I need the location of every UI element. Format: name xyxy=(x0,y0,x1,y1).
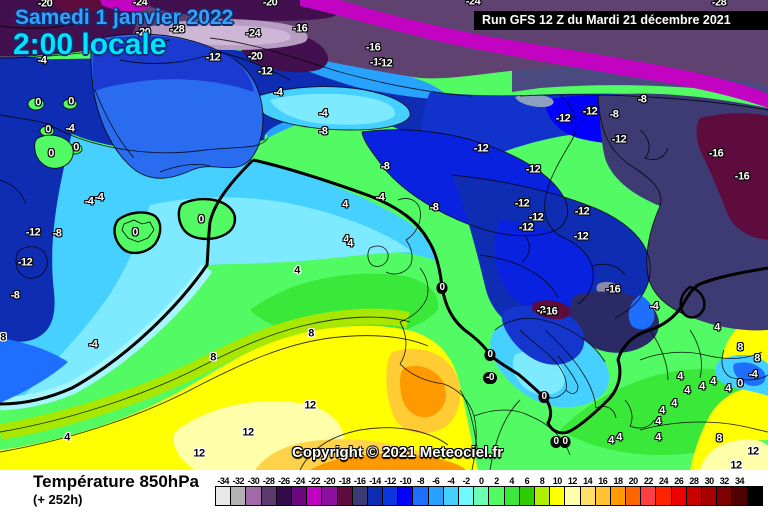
colorbar-tick: 16 xyxy=(598,476,608,486)
colorbar-tick: -4 xyxy=(447,476,455,486)
colorbar-cell: 6 xyxy=(518,476,535,506)
colorbar-tick: 6 xyxy=(524,476,530,486)
forecast-time-text: 2:00 locale xyxy=(13,28,167,61)
colorbar-cell: -34 xyxy=(215,476,232,506)
colorbar-cell: -28 xyxy=(260,476,277,506)
colorbar-tick: 0 xyxy=(479,476,484,486)
colorbar-tick: -6 xyxy=(432,476,440,486)
colorbar-cell: 0 xyxy=(473,476,490,506)
region-greenland xyxy=(27,33,264,179)
colorbar-tick: 14 xyxy=(583,476,593,486)
region-alps-pocket xyxy=(490,291,659,408)
colorbar-cell: 26 xyxy=(670,476,687,506)
legend-footer: Température 850hPa (+ 252h) -34 -32 -30 -28… xyxy=(0,470,768,512)
colorbar-tick: 22 xyxy=(643,476,654,486)
colorbar-tick: 30 xyxy=(704,476,715,486)
colorbar-tick: 34 xyxy=(734,476,745,486)
colorbar-cell: -12 xyxy=(382,476,399,506)
colorbar-cell: 24 xyxy=(655,476,672,506)
forecast-hour: (+ 252h) xyxy=(33,492,83,507)
colorbar-tick: 20 xyxy=(628,476,639,486)
colorbar-tick: 10 xyxy=(552,476,563,486)
colorbar-tick: -12 xyxy=(384,476,396,486)
colorbar-tick: 28 xyxy=(689,476,699,486)
colorbar-cell: -30 xyxy=(245,476,262,506)
colorbar-tick: 24 xyxy=(659,476,669,486)
colorbar-tick: 8 xyxy=(539,476,545,486)
colorbar-cell: -22 xyxy=(306,476,323,506)
region-norwegian-lens xyxy=(256,86,411,131)
colorbar-cell: -18 xyxy=(336,476,353,506)
colorbar-cell: 18 xyxy=(609,476,627,506)
forecast-date-text: Samedi 1 janvier 2022 xyxy=(15,6,234,29)
temperature-map-graphic xyxy=(0,0,768,470)
thin-contour-lines xyxy=(0,21,768,470)
colorbar-cell: -14 xyxy=(366,476,384,506)
colorbar-cell: 10 xyxy=(549,476,566,506)
colorbar-cell: -8 xyxy=(412,476,429,506)
colorbar-tick: -22 xyxy=(308,476,320,486)
colorbar-cell: 34 xyxy=(731,476,748,506)
colorbar-tick: -16 xyxy=(354,476,366,486)
colorbar-cell: 32 xyxy=(716,476,733,506)
region-warm-south xyxy=(0,273,768,470)
colorbar-tick: -28 xyxy=(262,476,275,486)
colorbar-cell: -16 xyxy=(351,476,368,506)
map-title: Température 850hPa xyxy=(33,472,199,491)
colorbar-cell: -6 xyxy=(427,476,444,506)
colorbar-cell: -4 xyxy=(442,476,459,506)
colorbar-tick: -8 xyxy=(417,476,425,486)
colorbar-cell: -10 xyxy=(397,476,414,506)
colorbar-tick: -26 xyxy=(278,476,290,486)
colorbar-tick: 12 xyxy=(567,476,578,486)
colorbar-tick: -2 xyxy=(462,476,471,486)
colorbar-cell xyxy=(746,486,763,506)
colorbar-cell: -32 xyxy=(230,476,247,506)
weather-map[interactable]: -20 -24 -20 -24 -28 -28 -20 -24 -16 -20 -12 -16 -12-… xyxy=(0,0,768,470)
colorbar-cell: 4 xyxy=(503,476,520,506)
colorbar-cell: 28 xyxy=(685,476,702,506)
colorbar-tick: 2 xyxy=(494,476,499,486)
colorbar: -34 -32 -30 -28 -26 -24 -22 -20 -18 -16 -14 -12 -10-… xyxy=(215,476,763,506)
colorbar-cell: -24 xyxy=(290,476,308,506)
colorbar-tick: -24 xyxy=(293,476,305,486)
colorbar-tick: -14 xyxy=(369,476,381,486)
copyright-text: Copyright © 2021 Meteociel.fr xyxy=(292,444,504,461)
colorbar-tick: 32 xyxy=(719,476,730,486)
colorbar-tick: -10 xyxy=(399,476,412,486)
colorbar-cell: -26 xyxy=(275,476,292,506)
colorbar-cell: 22 xyxy=(640,476,657,506)
zero-isotherm-bold-lines xyxy=(0,158,768,435)
colorbar-cell: 2 xyxy=(488,476,505,506)
colorbar-cell: 12 xyxy=(564,476,581,506)
colorbar-cell: -2 xyxy=(458,476,475,506)
colorbar-tick: 26 xyxy=(674,476,684,486)
colorbar-cell: 14 xyxy=(579,476,596,506)
colorbar-cell: 16 xyxy=(594,476,611,506)
colorbar-cell: 20 xyxy=(625,476,642,506)
model-run-banner: Run GFS 12 Z du Mardi 21 décembre 2021 xyxy=(474,11,768,30)
colorbar-cell: 8 xyxy=(533,476,551,506)
colorbar-tick: 4 xyxy=(509,476,514,486)
colorbar-tick: -18 xyxy=(338,476,351,486)
colorbar-tick: -32 xyxy=(232,476,245,486)
colorbar-cell: -20 xyxy=(321,476,338,506)
colorbar-cell: 30 xyxy=(701,476,718,506)
colorbar-tick: -34 xyxy=(217,476,229,486)
colorbar-tick: -20 xyxy=(323,476,336,486)
colorbar-tick: 18 xyxy=(613,476,623,486)
colorbar-tick: -30 xyxy=(247,476,260,486)
